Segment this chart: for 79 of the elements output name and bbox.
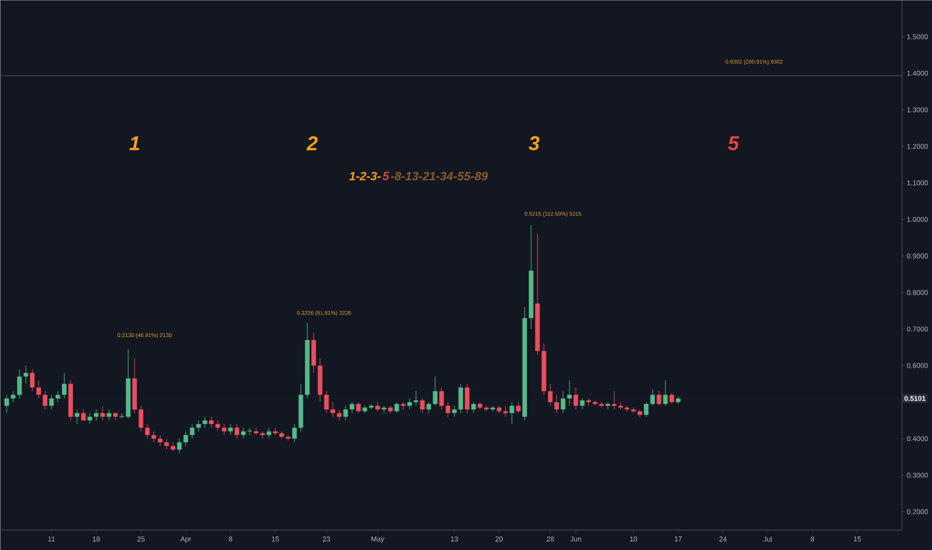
candlestick: [612, 390, 617, 410]
candlestick: [170, 442, 176, 452]
candlestick: [266, 427, 272, 439]
candlestick: [439, 387, 444, 410]
candlestick: [209, 416, 214, 428]
candlestick: [356, 402, 361, 414]
candlestick: [458, 384, 464, 414]
candlestick: [580, 398, 585, 410]
candlestick: [164, 438, 169, 450]
candlestick: [10, 390, 16, 402]
candlestick: [420, 398, 425, 414]
candlestick: [669, 392, 674, 404]
candlestick: [158, 434, 162, 446]
annotation: 1-2-3-: [349, 172, 381, 180]
candlestick: [94, 409, 99, 421]
candlestick: [452, 405, 457, 418]
candlestick: [656, 390, 662, 406]
candlestick: [567, 380, 572, 406]
candlestick: [324, 390, 329, 414]
candlestick: [145, 424, 150, 439]
candlestick: [375, 402, 380, 412]
candlestick: [106, 409, 112, 421]
candlestick: [471, 402, 476, 414]
candlestick: [42, 390, 48, 410]
candlestick: [24, 365, 28, 384]
annotation: 5: [382, 172, 390, 180]
candlestick: [574, 387, 578, 410]
candlestick: [151, 431, 156, 443]
candlestick: [100, 405, 105, 421]
candlestick: [663, 380, 668, 406]
candlestick: [183, 431, 188, 446]
candlestick: [624, 405, 630, 412]
candlestick: [336, 409, 342, 421]
candlestick: [560, 390, 566, 414]
candlestick: [138, 405, 144, 432]
candlestick: [49, 394, 54, 410]
candlestick: [599, 402, 604, 408]
annotation: -8-13-21-34-55-89: [390, 172, 488, 180]
candlestick: [516, 402, 521, 414]
candlestick: [30, 368, 35, 392]
candlestick: [62, 372, 67, 399]
candlestick: [202, 416, 208, 428]
candlestick: [36, 380, 41, 399]
candlestick: [446, 402, 450, 418]
candlestick: [222, 424, 226, 436]
candlestick: [292, 424, 297, 443]
candlestick: [88, 412, 92, 424]
candlestick: [241, 427, 246, 439]
annotation: 2: [306, 136, 318, 150]
candlestick: [548, 384, 553, 406]
candlestick: [592, 400, 598, 406]
candlestick: [650, 389, 655, 406]
candlestick: [56, 390, 60, 402]
candlestick: [407, 398, 412, 410]
candlestick: [234, 424, 240, 439]
annotation: 3: [528, 136, 540, 150]
candlestick: [196, 420, 201, 432]
candlestick: [394, 402, 400, 414]
annotation: 5: [728, 136, 740, 150]
candlestick: [330, 402, 336, 418]
candlestick: [177, 438, 182, 454]
candlestick: [554, 394, 559, 414]
candlestick: [74, 409, 80, 424]
candlestick: [382, 405, 386, 414]
candlestick: [350, 402, 354, 414]
candlestick: [464, 384, 470, 414]
candlestick: [215, 420, 220, 432]
candlestick: [343, 405, 348, 421]
candlestick: [426, 402, 432, 414]
candlestick: [17, 368, 22, 399]
candlestick: [228, 424, 233, 436]
candlestick: [644, 402, 649, 418]
candlestick: [4, 394, 9, 414]
candlestick: [510, 402, 514, 424]
candlestick: [432, 376, 438, 406]
candlestick: [190, 424, 194, 439]
candlestick: [260, 431, 265, 439]
annotation: 1: [129, 136, 140, 150]
candlestick: [81, 409, 86, 421]
